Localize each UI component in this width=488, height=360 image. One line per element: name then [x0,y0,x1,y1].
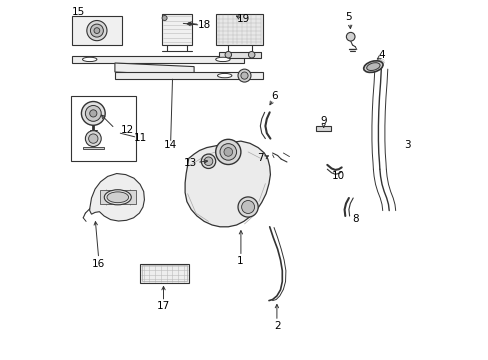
Ellipse shape [107,192,128,203]
Polygon shape [89,174,144,221]
Circle shape [90,24,103,37]
Polygon shape [140,264,188,283]
Polygon shape [162,14,192,45]
Polygon shape [215,14,262,45]
Circle shape [224,148,232,156]
Circle shape [81,102,105,125]
Text: 13: 13 [183,158,197,168]
Text: 7: 7 [257,153,263,163]
Ellipse shape [104,190,131,205]
Text: 11: 11 [133,132,146,143]
Ellipse shape [82,57,97,62]
Text: 19: 19 [236,14,249,24]
Polygon shape [115,63,194,76]
Circle shape [85,105,101,121]
Circle shape [220,144,236,160]
Circle shape [88,134,98,143]
FancyBboxPatch shape [70,96,136,161]
Text: 15: 15 [72,7,85,17]
Text: 4: 4 [378,50,385,60]
Polygon shape [316,126,330,131]
Polygon shape [72,16,122,45]
Circle shape [241,201,254,213]
Circle shape [94,28,100,33]
Circle shape [248,51,254,58]
Polygon shape [219,52,260,58]
Text: 9: 9 [320,116,326,126]
Circle shape [87,21,107,41]
Ellipse shape [363,61,382,72]
Circle shape [89,110,97,117]
Circle shape [346,32,354,41]
Polygon shape [115,72,262,79]
Circle shape [162,15,167,21]
Ellipse shape [215,57,230,62]
Text: 5: 5 [345,12,351,22]
Text: 14: 14 [164,140,177,150]
Polygon shape [82,147,104,149]
Circle shape [224,51,231,58]
Text: 8: 8 [351,214,358,224]
Polygon shape [100,190,136,204]
Circle shape [85,131,101,147]
Text: 16: 16 [92,258,105,269]
Text: 3: 3 [403,140,410,150]
Text: 12: 12 [121,125,134,135]
Text: 6: 6 [271,91,278,102]
Ellipse shape [366,63,379,71]
Circle shape [238,197,258,217]
Text: 1: 1 [236,256,243,266]
Circle shape [241,72,247,79]
Text: 17: 17 [157,301,170,311]
Polygon shape [72,56,244,63]
Circle shape [201,154,215,168]
Circle shape [238,69,250,82]
Text: 2: 2 [274,321,281,331]
Circle shape [204,157,212,166]
Ellipse shape [217,73,231,78]
Text: 10: 10 [331,171,345,181]
Text: 18: 18 [197,20,210,30]
Circle shape [215,139,241,165]
Polygon shape [185,141,270,227]
